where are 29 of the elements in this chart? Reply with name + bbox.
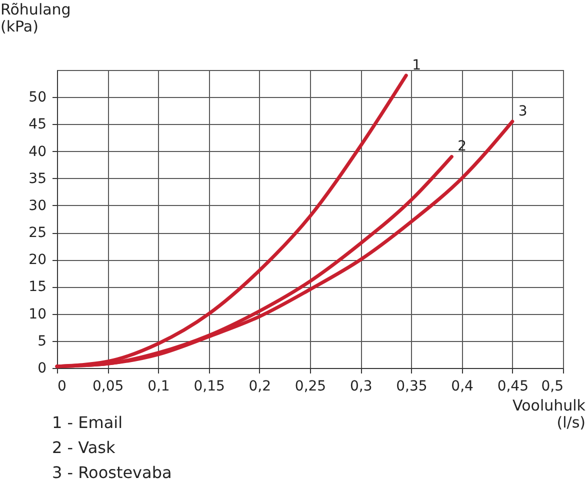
text: 1 - Email: [51, 412, 124, 434]
y-tick-label: 45: [28, 116, 46, 133]
x-axis-title: Vooluhulk (l/s): [512, 396, 586, 432]
y-axis-title: Rõhulang (kPa): [0, 0, 71, 36]
y-tick-label: 35: [28, 170, 46, 187]
text: 3 - Roostevaba: [51, 462, 173, 484]
x-tick-label: 0,1: [148, 378, 170, 394]
y-tick-label: 0: [38, 360, 46, 376]
series-label: 3: [518, 103, 528, 120]
y-tick-label: 10: [28, 306, 46, 322]
x-tick-label: 0,45: [497, 378, 528, 394]
x-tick-label: 0,4: [451, 378, 474, 394]
y-tick-label: 15: [28, 279, 46, 296]
y-tick-label: 5: [38, 333, 46, 350]
x-tick-label: 0,25: [294, 378, 326, 394]
x-tick-label: 0,5: [541, 378, 564, 394]
y-tick-label: 50: [28, 90, 46, 106]
text: 2 - Vask: [51, 437, 116, 459]
series-label: 1: [412, 57, 422, 74]
x-tick-label: 0,15: [194, 378, 225, 394]
y-tick-label: 30: [28, 198, 46, 214]
y-tick-label: 40: [28, 144, 46, 160]
x-tick-label: 0,3: [350, 378, 372, 394]
y-tick-label: 25: [28, 225, 46, 242]
x-tick-label: 0,35: [396, 378, 428, 394]
x-tick-label: 0,05: [92, 378, 124, 394]
x-tick-label: 0,2: [248, 378, 272, 394]
x-tick-label: 0: [58, 378, 66, 394]
y-tick-label: 20: [28, 252, 46, 268]
